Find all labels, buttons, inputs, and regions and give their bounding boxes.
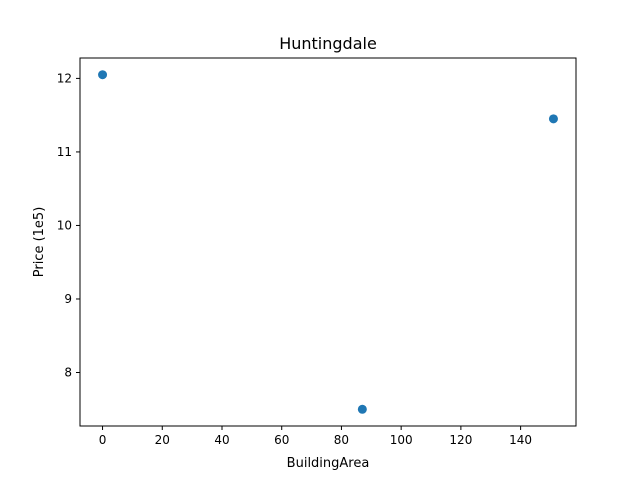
y-tick-label: 11	[57, 145, 72, 159]
y-tick-label: 12	[57, 71, 72, 85]
x-tick-label: 0	[99, 433, 107, 447]
data-point	[98, 70, 108, 80]
y-axis-label: Price (1e5)	[32, 207, 47, 278]
x-tick-label: 140	[509, 433, 532, 447]
x-axis-label: BuildingArea	[287, 456, 370, 471]
y-tick-label: 9	[64, 292, 72, 306]
x-tick-label: 20	[155, 433, 170, 447]
chart-title: Huntingdale	[279, 34, 377, 53]
data-point	[357, 404, 367, 414]
x-tick-label: 120	[449, 433, 472, 447]
x-tick-label: 80	[334, 433, 349, 447]
plot-frame	[79, 57, 577, 427]
x-tick-label: 40	[214, 433, 229, 447]
x-tick-label: 100	[390, 433, 413, 447]
y-tick-label: 8	[64, 366, 72, 380]
x-tick-label: 60	[274, 433, 289, 447]
data-point	[548, 114, 558, 124]
y-tick-label: 10	[57, 218, 72, 232]
plot-area: 0 20 40 60 80 100 120 140 8 9 10 11 12	[57, 57, 577, 447]
